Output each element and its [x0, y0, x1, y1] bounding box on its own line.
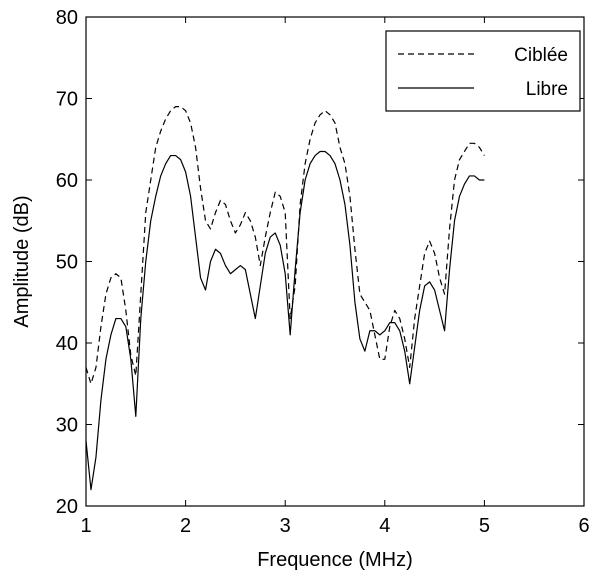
- y-tick-label: 60: [56, 170, 78, 192]
- x-tick-label: 4: [379, 515, 390, 537]
- legend: Ciblée Libre: [385, 30, 581, 112]
- y-tick-label: 50: [56, 252, 78, 274]
- series-line-libre: [85, 150, 485, 491]
- y-tick-label: 40: [56, 333, 78, 355]
- x-axis-label: Frequence (MHz): [257, 549, 413, 571]
- y-axis-label: Amplitude (dB): [11, 195, 33, 327]
- axis-ticks: [85, 16, 585, 507]
- y-tick-label: 20: [56, 496, 78, 518]
- y-tick-label: 70: [56, 89, 78, 111]
- legend-label-libre: Libre: [526, 79, 568, 100]
- legend-label-ciblee: Ciblée: [514, 45, 568, 66]
- x-tick-label: 5: [479, 515, 490, 537]
- x-tick-label: 6: [578, 515, 589, 537]
- x-tick-label: 2: [180, 515, 191, 537]
- series-lines: [85, 106, 485, 491]
- y-tick-label: 30: [56, 415, 78, 437]
- x-tick-label: 3: [280, 515, 291, 537]
- legend-box: [385, 30, 581, 112]
- y-tick-label: 80: [56, 7, 78, 29]
- series-line-ciblee: [85, 106, 485, 385]
- x-tick-label: 1: [80, 515, 91, 537]
- axis-tick-labels: 1 2 3 4 5 6 20 30 40 50 60 70 80: [56, 7, 590, 537]
